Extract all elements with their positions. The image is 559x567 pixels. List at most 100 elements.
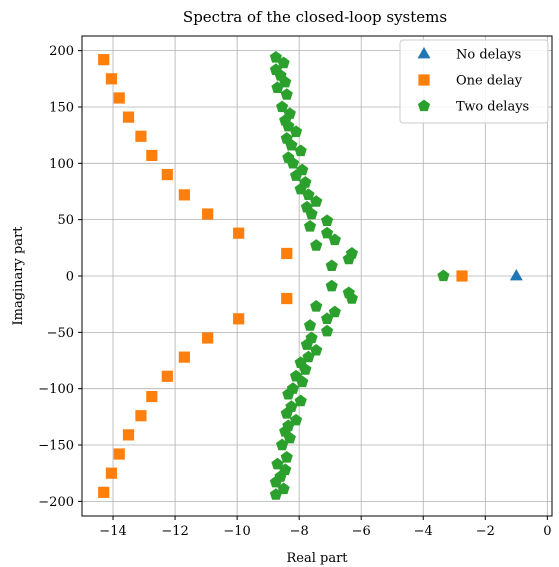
data-point bbox=[321, 214, 334, 226]
data-point bbox=[178, 351, 190, 363]
y-tick-label: −100 bbox=[38, 382, 74, 397]
x-tick-label: −8 bbox=[290, 524, 309, 539]
data-point bbox=[280, 88, 293, 100]
data-point bbox=[271, 457, 284, 470]
data-point bbox=[286, 156, 300, 169]
data-point bbox=[279, 75, 292, 88]
legend-box bbox=[399, 39, 549, 124]
data-point bbox=[300, 338, 313, 350]
data-point bbox=[105, 467, 118, 479]
data-point bbox=[289, 169, 303, 181]
legend-marker-pentagon bbox=[417, 99, 431, 112]
data-point bbox=[303, 220, 317, 232]
data-point bbox=[146, 390, 158, 403]
data-point bbox=[282, 119, 295, 132]
data-point bbox=[328, 233, 341, 246]
data-point bbox=[178, 189, 190, 201]
data-point bbox=[280, 407, 293, 419]
data-point bbox=[325, 279, 338, 292]
data-layer bbox=[98, 51, 523, 500]
data-point bbox=[310, 239, 323, 251]
series-one-delay bbox=[98, 54, 468, 498]
data-point bbox=[233, 313, 245, 325]
legend-label: Two delays bbox=[456, 100, 529, 115]
data-point bbox=[345, 292, 358, 304]
legend-label: No delays bbox=[456, 48, 521, 63]
data-point bbox=[296, 375, 309, 388]
y-axis-label: Imaginary part bbox=[11, 226, 26, 326]
data-point bbox=[135, 130, 147, 142]
x-tick-label: −6 bbox=[352, 524, 371, 539]
x-tick-label: 0 bbox=[543, 524, 551, 539]
data-point bbox=[299, 363, 312, 375]
x-tick-label: −4 bbox=[414, 524, 433, 539]
data-point bbox=[285, 138, 298, 151]
data-point bbox=[294, 394, 307, 407]
data-point bbox=[509, 269, 523, 281]
y-tick-label: −200 bbox=[38, 495, 74, 510]
data-point bbox=[277, 482, 290, 495]
legend: No delays One delay Two delays bbox=[399, 39, 549, 124]
data-point bbox=[303, 319, 317, 331]
data-point bbox=[289, 413, 303, 426]
data-point bbox=[113, 448, 125, 460]
data-point bbox=[321, 324, 334, 337]
data-point bbox=[302, 350, 315, 363]
data-point bbox=[271, 81, 284, 94]
data-point bbox=[289, 125, 303, 137]
data-point bbox=[161, 168, 173, 181]
data-point bbox=[294, 182, 307, 195]
data-point bbox=[302, 188, 315, 201]
data-point bbox=[105, 73, 118, 85]
data-point bbox=[277, 56, 290, 69]
y-tick-label: 0 bbox=[66, 270, 74, 285]
data-point bbox=[98, 54, 110, 66]
data-point bbox=[122, 111, 135, 123]
series-no-delays bbox=[509, 269, 523, 281]
data-point bbox=[202, 332, 214, 344]
series-two-delays bbox=[269, 51, 450, 500]
data-point bbox=[276, 100, 289, 113]
axis-ticks: −14 −12 −10 −8 −6 −4 −2 0 −200 −150 −100 −50 0 50 100 1… bbox=[38, 44, 551, 539]
data-point bbox=[310, 195, 323, 207]
data-point bbox=[310, 300, 323, 312]
data-point bbox=[281, 247, 293, 260]
x-axis-label: Real part bbox=[286, 551, 348, 566]
data-point bbox=[276, 438, 289, 451]
y-tick-label: 100 bbox=[49, 157, 74, 172]
y-tick-label: 150 bbox=[49, 100, 74, 115]
x-tick-label: −14 bbox=[99, 524, 126, 539]
y-tick-label: −50 bbox=[47, 326, 74, 341]
legend-label: One delay bbox=[456, 74, 523, 89]
data-point bbox=[325, 259, 338, 272]
data-point bbox=[122, 429, 135, 441]
data-point bbox=[294, 144, 307, 157]
data-point bbox=[113, 92, 125, 104]
data-point bbox=[135, 410, 147, 422]
data-point bbox=[161, 370, 173, 382]
data-point bbox=[202, 208, 214, 220]
data-point bbox=[282, 387, 295, 400]
y-tick-label: −150 bbox=[38, 439, 74, 454]
data-point bbox=[321, 226, 334, 239]
data-point bbox=[281, 292, 293, 305]
data-point bbox=[456, 270, 468, 282]
data-point bbox=[280, 451, 293, 463]
data-point bbox=[328, 305, 341, 318]
y-tick-label: 50 bbox=[57, 213, 74, 228]
chart-title: Spectra of the closed-loop systems bbox=[183, 8, 447, 26]
data-point bbox=[321, 312, 334, 324]
data-point bbox=[310, 343, 323, 356]
data-point bbox=[269, 475, 282, 488]
data-point bbox=[269, 488, 282, 500]
x-tick-label: −10 bbox=[223, 524, 250, 539]
y-tick-label: 200 bbox=[49, 44, 74, 59]
x-tick-label: −2 bbox=[476, 524, 495, 539]
x-tick-label: −12 bbox=[161, 524, 188, 539]
data-point bbox=[146, 149, 158, 162]
data-point bbox=[437, 269, 450, 282]
data-point bbox=[305, 207, 318, 220]
data-point bbox=[269, 51, 282, 63]
data-point bbox=[98, 486, 110, 498]
